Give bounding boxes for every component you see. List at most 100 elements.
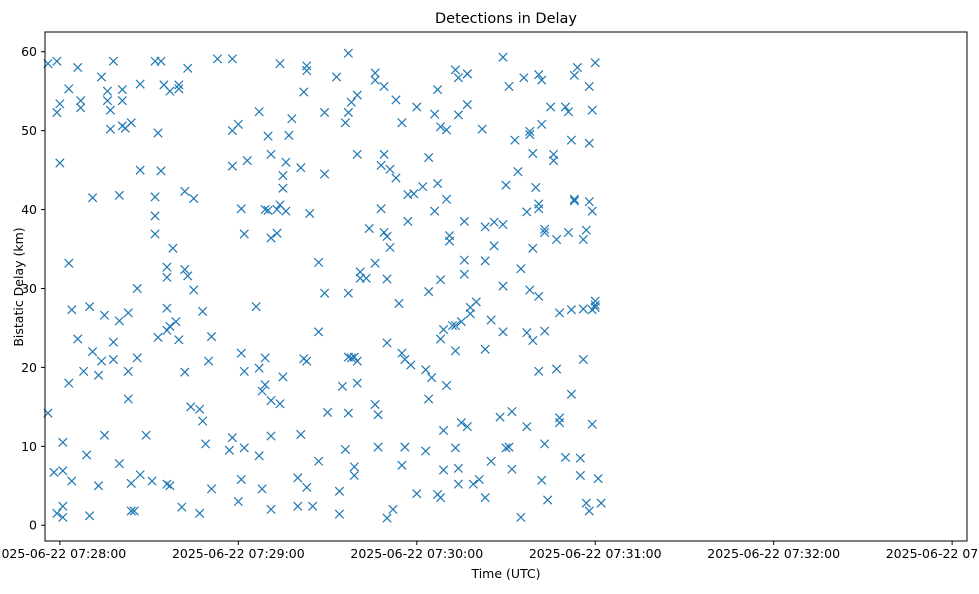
- y-axis-label: Bistatic Delay (km): [11, 227, 26, 346]
- data-point-138: [278, 372, 288, 382]
- data-point-243: [450, 320, 461, 331]
- data-point-292: [522, 421, 532, 432]
- x-axis-label: Time (UTC): [470, 566, 540, 581]
- data-point-42: [114, 316, 124, 326]
- data-point-169: [343, 107, 353, 118]
- data-point-341: [584, 197, 594, 207]
- data-point-19: [76, 96, 86, 106]
- data-point-67: [156, 56, 166, 66]
- data-point-225: [429, 109, 440, 119]
- data-point-160: [319, 107, 330, 118]
- data-point-203: [388, 504, 398, 515]
- data-point-288: [516, 512, 526, 522]
- data-point-15: [67, 305, 77, 315]
- data-point-140: [281, 206, 291, 216]
- data-point-219: [421, 365, 431, 375]
- data-point-246: [450, 443, 461, 453]
- data-point-217: [412, 489, 422, 499]
- data-point-102: [227, 54, 237, 64]
- data-point-296: [528, 243, 538, 253]
- data-point-14: [64, 84, 74, 94]
- x-tick-label-5: 2025-06-22 07:33:00: [886, 546, 979, 561]
- data-point-294: [525, 129, 535, 140]
- data-point-57: [135, 165, 145, 175]
- data-point-142: [287, 114, 297, 124]
- data-point-275: [498, 52, 508, 62]
- data-point-63: [150, 229, 160, 239]
- data-point-339: [584, 81, 594, 92]
- data-point-129: [266, 504, 276, 515]
- data-point-141: [284, 130, 294, 141]
- data-point-168: [343, 48, 353, 58]
- data-point-237: [441, 125, 452, 135]
- data-point-109: [236, 348, 246, 358]
- data-point-333: [575, 453, 585, 463]
- data-point-221: [424, 152, 434, 163]
- data-point-156: [314, 456, 324, 466]
- data-point-131: [272, 204, 282, 215]
- data-point-188: [370, 258, 380, 268]
- data-point-306: [537, 475, 547, 485]
- data-point-218: [418, 182, 428, 192]
- data-point-92: [195, 508, 205, 519]
- data-point-55: [132, 283, 142, 294]
- data-point-330: [569, 70, 580, 81]
- data-point-269: [480, 492, 490, 503]
- data-point-245: [450, 346, 461, 356]
- data-point-152: [302, 66, 312, 76]
- data-point-242: [447, 320, 458, 331]
- data-point-287: [516, 264, 526, 274]
- data-point-173: [346, 353, 356, 363]
- data-point-338: [581, 225, 591, 235]
- data-point-263: [471, 297, 481, 307]
- data-point-153: [305, 208, 315, 219]
- data-point-126: [266, 233, 276, 243]
- data-point-351: [593, 474, 603, 484]
- data-point-13: [64, 258, 74, 268]
- data-point-307: [537, 119, 547, 129]
- data-point-120: [257, 484, 267, 494]
- data-point-234: [438, 324, 449, 335]
- data-point-96: [200, 439, 211, 449]
- data-point-37: [108, 56, 119, 66]
- y-tick-label-5: 50: [21, 123, 37, 138]
- data-point-80: [174, 84, 184, 94]
- data-point-162: [331, 72, 342, 82]
- data-point-52: [126, 506, 136, 516]
- data-point-118: [254, 363, 264, 373]
- data-point-108: [236, 474, 246, 485]
- data-point-72: [162, 303, 172, 313]
- data-point-255: [459, 269, 469, 279]
- data-point-88: [183, 271, 193, 281]
- data-point-54: [132, 353, 142, 363]
- data-point-4: [52, 56, 62, 66]
- data-point-59: [141, 430, 151, 440]
- data-point-6: [55, 158, 65, 168]
- data-point-200: [382, 274, 392, 284]
- data-point-349: [590, 58, 600, 68]
- data-point-326: [566, 389, 577, 399]
- data-point-39: [108, 354, 119, 365]
- data-point-257: [462, 99, 472, 110]
- data-point-128: [266, 431, 276, 441]
- data-point-79: [171, 316, 181, 327]
- data-point-215: [409, 189, 419, 199]
- data-point-232: [435, 334, 446, 344]
- data-point-90: [189, 285, 199, 295]
- data-point-99: [206, 331, 217, 342]
- data-point-16: [67, 476, 77, 486]
- data-point-151: [302, 61, 312, 71]
- data-point-283: [507, 464, 517, 474]
- data-point-150: [302, 482, 312, 492]
- data-point-197: [382, 231, 392, 242]
- data-point-315: [548, 156, 559, 166]
- data-point-311: [540, 227, 550, 238]
- x-axis-ticks: 2025-06-22 07:28:00 2025-06-22 07:29:00 20…: [0, 541, 979, 561]
- data-point-74: [162, 479, 172, 489]
- data-point-189: [370, 399, 380, 410]
- data-point-313: [545, 102, 556, 112]
- data-point-149: [302, 356, 312, 366]
- data-point-270: [486, 315, 496, 325]
- data-point-23: [84, 301, 95, 312]
